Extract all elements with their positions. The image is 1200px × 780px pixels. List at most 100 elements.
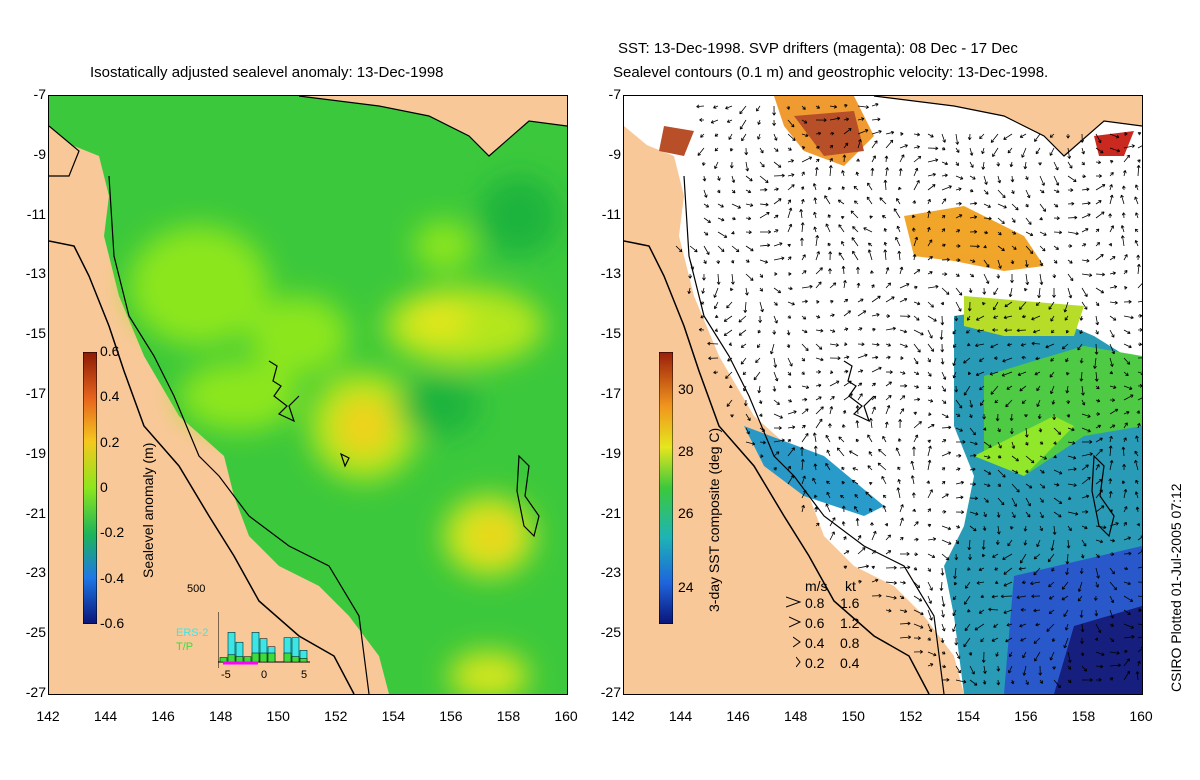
velocity-arrow <box>815 357 824 362</box>
velocity-arrow <box>1003 133 1013 140</box>
velocity-arrow <box>1025 231 1034 237</box>
velocity-arrow <box>813 494 818 499</box>
velocity-arrow <box>1136 254 1141 261</box>
velocity-arrow <box>769 343 775 355</box>
velocity-arrow <box>740 343 747 348</box>
velocity-arrow <box>827 186 832 191</box>
velocity-arrow <box>1109 357 1114 367</box>
velocity-arrow <box>927 239 933 247</box>
velocity-arrow <box>955 539 959 545</box>
velocity-arrow <box>883 179 888 191</box>
velocity-arrow <box>899 609 908 613</box>
velocity-arrow <box>787 465 791 471</box>
velocity-arrow <box>1121 480 1126 485</box>
velocity-arrow <box>729 384 733 389</box>
velocity-arrow <box>1134 228 1139 233</box>
velocity-arrow <box>976 580 985 585</box>
velocity-arrow <box>829 104 838 109</box>
tp-bar <box>235 656 244 663</box>
velocity-arrow <box>991 637 999 642</box>
velocity-arrow <box>1109 408 1119 415</box>
velocity-arrow <box>801 198 805 205</box>
velocity-arrow <box>726 119 733 123</box>
velocity-arrow <box>1067 244 1073 248</box>
velocity-arrow <box>871 593 882 598</box>
velocity-arrow <box>969 453 977 458</box>
velocity-arrow <box>955 161 959 166</box>
velocity-arrow <box>941 609 945 618</box>
velocity-arrow <box>1037 287 1041 299</box>
velocity-arrow <box>871 355 879 360</box>
velocity-arrow <box>815 383 822 388</box>
velocity-arrow <box>927 210 931 219</box>
velocity-arrow <box>1081 147 1085 155</box>
colorbar-tick-label: -0.2 <box>100 524 125 541</box>
velocity-arrow <box>826 480 831 485</box>
velocity-arrow <box>773 147 779 152</box>
velocity-arrow <box>815 370 821 374</box>
velocity-arrow <box>826 449 831 457</box>
velocity-arrow <box>954 315 959 322</box>
velocity-arrow <box>952 329 957 335</box>
velocity-arrow <box>913 343 921 353</box>
legend-speed-ms: 0.6 <box>805 615 825 631</box>
velocity-arrow <box>871 129 882 135</box>
velocity-arrow <box>969 496 978 501</box>
velocity-arrow <box>829 157 833 163</box>
velocity-arrow <box>997 427 1001 433</box>
velocity-arrow <box>983 244 987 249</box>
velocity-arrow <box>857 129 869 135</box>
velocity-arrow <box>1051 637 1056 643</box>
y-tick-label: -13 <box>600 265 621 282</box>
velocity-arrow <box>955 467 961 472</box>
velocity-arrow <box>983 497 989 503</box>
velocity-arrow <box>1108 213 1112 219</box>
velocity-arrow <box>1019 385 1027 392</box>
velocity-arrow <box>787 207 793 219</box>
velocity-arrow <box>1134 459 1139 471</box>
velocity-arrow <box>941 185 952 191</box>
velocity-arrow <box>896 487 901 499</box>
velocity-arrow <box>1039 525 1043 532</box>
velocity-arrow <box>913 411 917 416</box>
velocity-arrow <box>1094 371 1099 382</box>
velocity-arrow <box>867 434 873 443</box>
velocity-arrow <box>927 567 931 572</box>
velocity-arrow <box>727 357 733 362</box>
velocity-arrow <box>955 453 962 458</box>
velocity-arrow <box>815 145 820 150</box>
y-tick-label: -7 <box>608 86 621 102</box>
velocity-arrow <box>927 315 937 322</box>
velocity-arrow <box>843 550 850 555</box>
velocity-arrow <box>801 371 805 375</box>
velocity-arrow <box>983 273 990 284</box>
velocity-arrow <box>955 175 964 180</box>
velocity-arrow <box>955 214 963 219</box>
velocity-arrow <box>899 297 908 303</box>
velocity-arrow <box>939 581 944 591</box>
velocity-arrow <box>981 553 986 558</box>
velocity-arrow <box>1011 231 1017 235</box>
velocity-arrow <box>1053 216 1060 221</box>
velocity-arrow <box>995 651 999 657</box>
velocity-arrow <box>899 408 905 415</box>
velocity-arrow <box>1123 609 1131 615</box>
velocity-arrow <box>940 343 945 353</box>
velocity-arrow <box>1003 609 1013 614</box>
velocity-arrow <box>969 665 975 675</box>
velocity-arrow <box>1081 476 1091 485</box>
tp-legend-label: T/P <box>176 641 194 653</box>
velocity-arrow <box>1121 446 1126 457</box>
velocity-arrow <box>1123 371 1129 377</box>
velocity-arrow <box>913 285 918 290</box>
velocity-arrow <box>1049 133 1055 138</box>
y-tick-label: -9 <box>33 145 46 162</box>
velocity-arrow <box>1095 329 1099 335</box>
velocity-arrow <box>983 455 991 459</box>
velocity-arrow <box>1067 525 1072 532</box>
velocity-arrow <box>843 310 851 317</box>
velocity-arrow <box>852 467 859 471</box>
velocity-arrow <box>1036 385 1041 392</box>
velocity-arrow <box>870 522 874 527</box>
velocity-arrow <box>1023 287 1028 292</box>
